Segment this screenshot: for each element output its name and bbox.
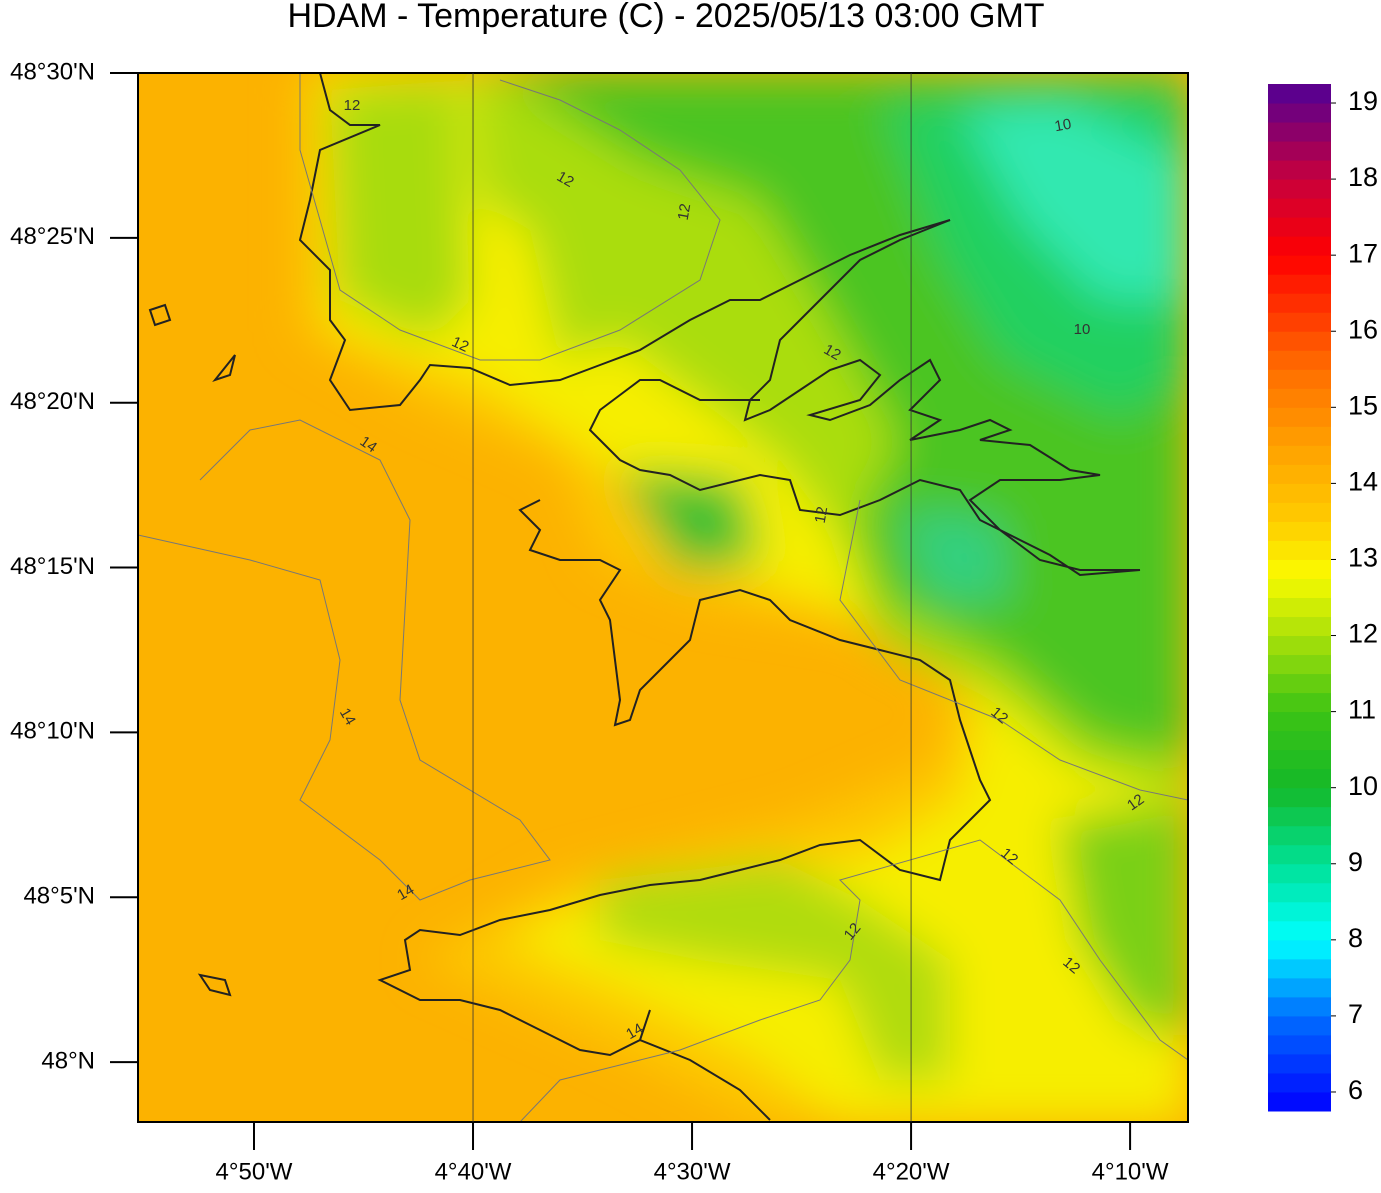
colorbar-tick-label: 11 — [1348, 695, 1376, 725]
colorbar-swatch — [1268, 350, 1331, 370]
colorbar-tick-label: 7 — [1348, 999, 1363, 1029]
colorbar-swatch — [1268, 825, 1331, 846]
contour-label: 12 — [1124, 791, 1147, 814]
colorbar-swatch — [1268, 958, 1331, 979]
colorbar-swatch — [1268, 84, 1331, 104]
colorbar-tick-label: 14 — [1348, 467, 1378, 497]
colorbar-swatch — [1268, 901, 1331, 922]
colorbar-tick-label: 10 — [1348, 771, 1378, 801]
colorbar-swatch — [1268, 426, 1331, 446]
contour-label: 12 — [344, 97, 361, 114]
colorbar-swatch — [1268, 882, 1331, 903]
contour-label: 12 — [449, 333, 471, 355]
colorbar-swatch — [1268, 787, 1331, 808]
colorbar-swatch — [1268, 996, 1331, 1017]
contour-label: 12 — [675, 202, 695, 221]
lat-tick-label: 48°5'N — [23, 883, 95, 910]
colorbar-tick-label: 15 — [1348, 390, 1378, 420]
colorbar-swatch — [1268, 407, 1331, 427]
colorbar-swatch — [1268, 806, 1331, 827]
colorbar-swatch — [1268, 711, 1331, 732]
temperature-field — [138, 73, 1188, 1122]
contour-label: 10 — [1074, 321, 1091, 338]
lat-tick-label: 48°30'N — [10, 58, 95, 85]
colorbar-swatch — [1268, 730, 1331, 751]
colorbar-swatch — [1268, 236, 1331, 256]
colorbar-swatch — [1268, 1053, 1331, 1074]
colorbar-swatch — [1268, 179, 1331, 199]
colorbar-swatch — [1268, 749, 1331, 770]
lon-tick-label: 4°10'W — [1092, 1158, 1169, 1185]
colorbar-swatch — [1268, 844, 1331, 865]
colorbar-tick-label: 17 — [1348, 238, 1378, 268]
colorbar-swatch — [1268, 255, 1331, 275]
lon-tick-label: 4°40'W — [435, 1158, 512, 1185]
colorbar-tick-label: 18 — [1348, 162, 1378, 192]
contour-label: 14 — [336, 705, 359, 728]
lat-tick-label: 48°15'N — [10, 553, 95, 580]
colorbar-swatch — [1268, 654, 1331, 675]
colorbar-swatch — [1268, 1034, 1331, 1055]
colorbar-tick-label: 8 — [1348, 923, 1363, 953]
colorbar-tick-label: 6 — [1348, 1075, 1363, 1105]
colorbar-tick-label: 19 — [1348, 86, 1378, 116]
contour-label: 12 — [812, 505, 832, 524]
colorbar-tick-label: 13 — [1348, 543, 1378, 573]
colorbar-swatch — [1268, 388, 1331, 408]
colorbar-swatch — [1268, 274, 1331, 294]
colorbar-swatch — [1268, 673, 1331, 694]
colorbar-swatch — [1268, 578, 1331, 598]
colorbar-swatch — [1268, 293, 1331, 313]
colorbar-swatch — [1268, 1091, 1331, 1112]
colorbar-tick-label: 12 — [1348, 619, 1378, 649]
colorbar-swatch — [1268, 464, 1331, 484]
colorbar-swatch — [1268, 1015, 1331, 1036]
lat-tick-label: 48°10'N — [10, 718, 95, 745]
colorbar-swatch — [1268, 635, 1331, 656]
lat-tick-label: 48°20'N — [10, 388, 95, 415]
colorbar-swatch — [1268, 692, 1331, 713]
colorbar-swatch — [1268, 369, 1331, 389]
colorbar-tick-label: 9 — [1348, 847, 1363, 877]
contour-label: 10 — [1053, 116, 1072, 136]
lon-tick-label: 4°50'W — [216, 1158, 293, 1185]
colorbar-swatch — [1268, 103, 1331, 123]
plot-frame — [137, 72, 1189, 1123]
colorbar-swatch — [1268, 540, 1331, 560]
colorbar-swatch — [1268, 502, 1331, 522]
colorbar-swatch — [1268, 122, 1331, 142]
coastline — [148, 73, 1141, 1121]
colorbar-swatch — [1268, 939, 1331, 960]
contour-label: 14 — [357, 433, 380, 456]
colorbar-tick-label: 16 — [1348, 314, 1378, 344]
colorbar-swatch — [1268, 521, 1331, 541]
lat-tick-label: 48°25'N — [10, 223, 95, 250]
contour-label: 12 — [821, 341, 844, 364]
colorbar-swatch — [1268, 863, 1331, 884]
colorbar-swatch — [1268, 1072, 1331, 1093]
colorbar-swatch — [1268, 160, 1331, 180]
colorbar-swatch — [1268, 616, 1331, 637]
colorbar-swatch — [1268, 445, 1331, 465]
colorbar-swatch — [1268, 559, 1331, 579]
colorbar-swatch — [1268, 217, 1331, 237]
colorbar-swatch — [1268, 920, 1331, 941]
contour-label: 14 — [623, 1020, 646, 1043]
colorbar-swatch — [1268, 198, 1331, 218]
contour-label: 14 — [394, 881, 417, 904]
contour-lines — [138, 73, 1188, 1122]
lon-tick-label: 4°30'W — [654, 1158, 731, 1185]
colorbar-swatch — [1268, 768, 1331, 789]
colorbar-swatch — [1268, 597, 1331, 618]
colorbar-swatch — [1268, 331, 1331, 351]
lon-tick-label: 4°20'W — [873, 1158, 950, 1185]
colorbar-swatch — [1268, 141, 1331, 161]
title: HDAM - Temperature (C) - 2025/05/13 03:0… — [287, 0, 1044, 35]
colorbar-swatch — [1268, 312, 1331, 332]
lat-tick-label: 48°N — [41, 1047, 95, 1074]
contour-label: 12 — [554, 168, 577, 191]
colorbar-swatch — [1268, 977, 1331, 998]
colorbar-swatch — [1268, 483, 1331, 503]
